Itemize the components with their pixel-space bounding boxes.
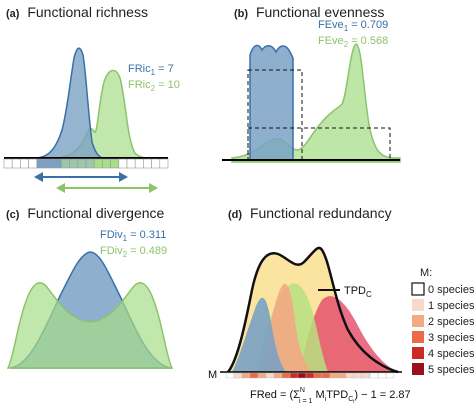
m-cell	[385, 372, 395, 379]
fdiv1-stat: FDiv1 = 0.311	[100, 229, 166, 243]
fred-formula: FRed = (ΣN i = 1 MiTPDCi) − 1 = 2.87	[250, 387, 411, 403]
m-cell	[225, 372, 235, 379]
tpd-community-outline	[226, 246, 399, 374]
m-cell	[273, 372, 283, 379]
range-arrow-species1	[34, 172, 128, 182]
feve2-stat: FEve2 = 0.568	[318, 35, 388, 49]
panel-d-letter: (d)	[228, 209, 242, 221]
m-cell	[281, 372, 291, 379]
trait-cell	[134, 158, 144, 169]
trait-cell	[118, 158, 128, 169]
m-cell	[249, 372, 259, 379]
svg-text:(c) Functional divergenc: (c) Functional divergence	[6, 205, 165, 221]
svg-text:(a) Functional richness: (a) Functional richness	[6, 4, 148, 20]
legend-label: 0 species	[428, 284, 474, 296]
trait-cell	[61, 158, 70, 169]
trait-cell	[102, 158, 111, 169]
fric1-stat: FRic1 = 7	[128, 63, 174, 77]
species2-density-c	[6, 282, 174, 369]
redundancy-layer-blue	[232, 297, 286, 372]
legend-swatch	[411, 282, 425, 296]
panel-d: (d) Functional redundancy TPDC M FRed = …	[208, 205, 474, 403]
feve1-stat: FEve1 = 0.709	[318, 19, 388, 33]
legend-swatch	[412, 347, 424, 359]
m-cell	[361, 372, 371, 379]
trait-cell	[11, 158, 21, 169]
panel-c-letter: (c)	[6, 209, 20, 221]
m-cell	[353, 372, 363, 379]
legend-swatch	[412, 363, 424, 375]
panel-b-title: Functional evenness	[256, 4, 384, 20]
trait-cell	[93, 158, 103, 169]
species1-density-b	[249, 44, 294, 161]
svg-text:(b) Functional evenness: (b) Functional evenness	[234, 4, 384, 20]
m-value-strip	[225, 372, 395, 379]
m-cell	[377, 372, 387, 379]
trait-cell	[52, 158, 62, 169]
trait-cell	[44, 158, 54, 169]
trait-cell	[3, 158, 13, 169]
m-cell	[321, 372, 331, 379]
panel-b-letter: (b)	[234, 8, 248, 20]
m-cell	[257, 372, 267, 379]
m-cell	[337, 372, 347, 379]
panel-b: (b) Functional evenness FEve1 = 0.709 FE…	[222, 4, 401, 163]
legend-swatch	[412, 315, 424, 327]
trait-cell	[85, 158, 95, 169]
panel-c: (c) Functional divergence FDiv1 = 0.311 …	[6, 205, 174, 369]
legend-label: 5 species	[428, 364, 474, 376]
legend-swatch	[412, 299, 424, 311]
legend-label: 1 species	[428, 300, 474, 312]
svg-text:(d) Functional redundanc: (d) Functional redundancy	[228, 205, 392, 221]
species1-density-a	[37, 47, 103, 159]
panel-d-title: Functional redundancy	[250, 205, 392, 221]
panel-c-title: Functional divergence	[27, 205, 164, 221]
trait-cell	[28, 158, 38, 169]
trait-cell	[151, 158, 161, 169]
m-cell	[233, 372, 243, 379]
fric2-stat: FRic2 = 10	[128, 79, 180, 93]
trait-cell	[110, 158, 120, 169]
m-cell	[289, 372, 299, 379]
m-legend: M: 0 species 1 species 2 species 3 species 4…	[411, 267, 474, 376]
legend-label: 2 species	[428, 316, 474, 328]
m-cell	[313, 372, 323, 379]
trait-cell	[20, 158, 29, 169]
legend-label: 3 species	[428, 332, 474, 344]
trait-cell	[69, 158, 79, 169]
panel-a-title: Functional richness	[27, 4, 148, 20]
panel-a-letter: (a)	[6, 8, 20, 20]
m-cell	[265, 372, 275, 379]
trait-cell	[159, 158, 169, 169]
fdiv2-stat: FDiv2 = 0.489	[100, 245, 167, 259]
m-axis-label: M	[208, 369, 217, 381]
trait-cell	[143, 158, 152, 169]
trait-cell	[77, 158, 87, 169]
m-cell	[241, 372, 251, 379]
trait-cell	[36, 158, 46, 169]
m-cell	[329, 372, 339, 379]
trait-cell	[126, 158, 136, 169]
panel-a: (a) Functional richness FRic1 = 7 FRic2 …	[3, 4, 180, 193]
tpd-label: TPDC	[344, 285, 372, 299]
m-cell	[297, 372, 307, 379]
m-cell	[369, 372, 379, 379]
legend-swatch	[412, 331, 424, 343]
trait-cells-a	[3, 158, 169, 169]
range-arrow-species2	[56, 183, 158, 193]
m-cell	[345, 372, 355, 379]
m-cell	[305, 372, 315, 379]
legend-title: M:	[420, 267, 432, 279]
legend-label: 4 species	[428, 348, 474, 360]
